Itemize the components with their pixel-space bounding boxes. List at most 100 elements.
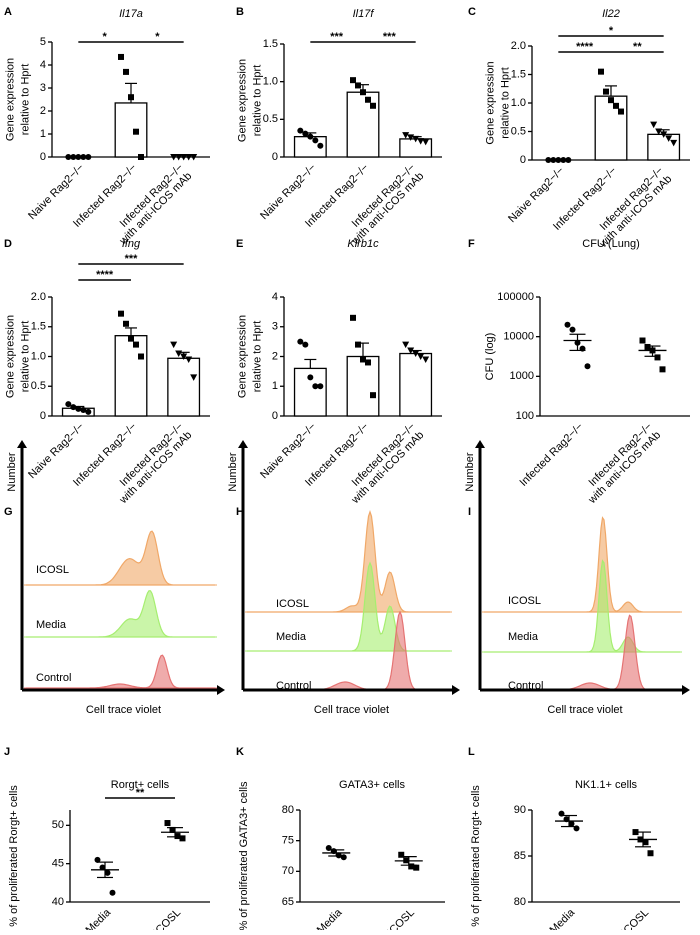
data-point (360, 356, 366, 363)
histogram-curve (247, 510, 450, 613)
x-tick-label: Naive Rag2−/− (506, 165, 566, 225)
y-tick-label: 0 (272, 151, 278, 163)
bar (346, 355, 380, 417)
x-tick-label: Infected Rag2−/− (518, 421, 586, 489)
y-arrow (17, 440, 27, 448)
panel: J Rorgt+ cells 40 45 50 % of proliferated Ror… (4, 746, 210, 935)
data-point (568, 820, 575, 827)
data-point (118, 310, 124, 317)
y-label-line: Gene expression (236, 315, 248, 398)
data-point (644, 343, 651, 350)
panel-letter: I (468, 506, 471, 518)
data-point (138, 353, 144, 360)
panel: A Il17a 0 1 2 3 4 5 Gene expression relative to H… (4, 6, 210, 248)
data-point (637, 836, 644, 843)
y-axis-label: Gene expression relative to Hprt (236, 315, 263, 398)
data-point (650, 121, 658, 129)
histogram-curve (26, 530, 215, 586)
y-tick-label: 3 (272, 321, 278, 333)
y-tick-label: 0 (272, 410, 278, 422)
data-point (175, 350, 183, 358)
y-axis-label: % of proliferated Rorgt+ cells (8, 785, 20, 927)
data-point (574, 339, 581, 346)
y-axis-label: Gene expression relative to Hprt (484, 61, 511, 144)
y-label-line: relative to Hprt (19, 321, 31, 393)
significance-label: ** (633, 41, 642, 53)
data-point (402, 132, 410, 139)
data-point (75, 154, 82, 160)
y-tick-label: 1.5 (511, 68, 526, 80)
data-point (555, 157, 562, 163)
significance-label: * (609, 25, 614, 37)
data-point (412, 350, 420, 358)
data-point (99, 864, 106, 871)
x-tick-label: ICOSL (151, 907, 183, 935)
series-label: ICOSL (508, 595, 541, 607)
bar (346, 91, 380, 158)
x-label-line: with anti-ICOS mAb (349, 170, 426, 247)
data-point (317, 142, 324, 149)
x-label-line: with anti-ICOS mAb (349, 429, 426, 506)
panel-letter: J (4, 746, 10, 758)
data-point (603, 88, 609, 95)
panel: K GATA3+ cells 65 70 75 80 % of proliferated G… (236, 746, 445, 935)
data-point (123, 320, 129, 327)
y-arrow (475, 440, 485, 448)
y-tick-label: 1.0 (31, 350, 46, 362)
x-label-line: Media (315, 906, 345, 930)
y-tick-label: 10000 (503, 331, 534, 343)
x-label-line: Naive Rag2−/− (258, 421, 318, 481)
y-tick-label: 0.5 (31, 380, 46, 392)
data-point (340, 854, 347, 861)
y-axis-label: CFU (log) (484, 333, 496, 381)
y-tick-label: 4 (272, 291, 278, 303)
y-tick-label: 45 (52, 858, 64, 870)
data-point (608, 97, 614, 104)
panel: G ICOSL Media Control Number Cell trace viole… (4, 440, 225, 716)
data-point (412, 135, 420, 143)
y-label-line: Gene expression (4, 58, 16, 141)
panel-letter: A (4, 6, 12, 18)
data-point (330, 848, 337, 855)
panel-letter: H (236, 506, 244, 518)
x-tick-label: Naive Rag2−/− (258, 162, 318, 222)
data-point (133, 128, 139, 135)
data-point (355, 82, 361, 89)
data-point (312, 383, 319, 390)
bar (647, 133, 681, 161)
x-tick-label: Infected Rag2−/−with anti-ICOS mAb (586, 421, 663, 507)
x-label-line: with anti-ICOS mAb (117, 170, 194, 247)
data-point (422, 356, 430, 363)
data-point (563, 816, 570, 823)
data-point (398, 851, 405, 858)
data-point (109, 889, 116, 896)
data-point (325, 845, 332, 852)
y-tick-label: 1.0 (263, 76, 278, 88)
data-point (370, 102, 376, 109)
y-tick-label: 5 (40, 36, 46, 48)
data-point (133, 341, 139, 348)
y-tick-label: 2 (272, 350, 278, 362)
y-tick-label: 0 (40, 151, 46, 163)
data-point (302, 341, 309, 348)
y-tick-label: 3 (40, 82, 46, 94)
y-tick-label: 85 (514, 850, 526, 862)
y-axis-label: % of proliferated Rorgt+ cells (470, 785, 482, 927)
data-point (659, 366, 666, 373)
y-tick-label: 100 (516, 410, 534, 422)
data-point (190, 154, 198, 161)
data-point (413, 864, 420, 871)
panel-letter: B (236, 6, 244, 18)
x-tick-label: Naive Rag2−/− (26, 162, 86, 222)
y-tick-label: 50 (52, 819, 64, 831)
data-point (179, 835, 186, 842)
panel-title: Klrb1c (347, 238, 379, 250)
data-point (417, 353, 425, 360)
y-label-line: Gene expression (4, 315, 16, 398)
x-axis-label: Cell trace violet (547, 704, 622, 716)
data-point (579, 345, 586, 352)
data-point (649, 347, 656, 354)
data-point (660, 131, 668, 138)
